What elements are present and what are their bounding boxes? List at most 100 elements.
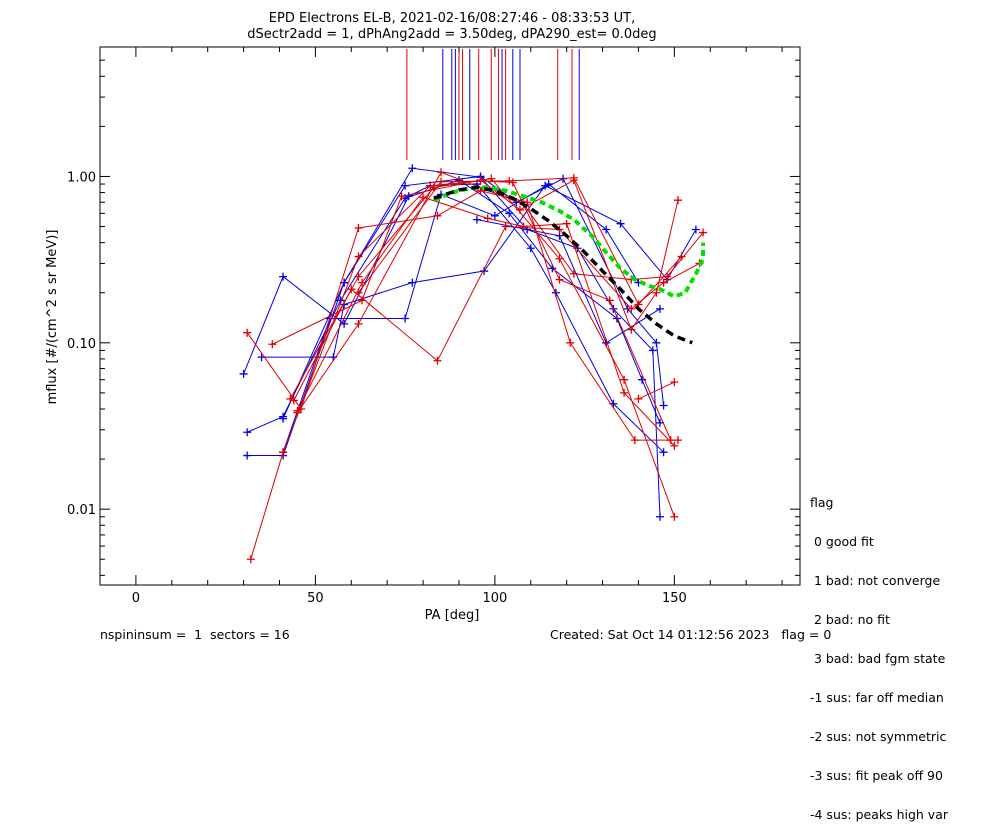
data-point-blue [616,219,625,228]
data-point-blue [526,244,535,253]
data-point-blue [279,272,288,281]
data-point-red [566,338,575,347]
data-point-blue [659,448,668,457]
y-tick-label: 0.01 [67,503,96,518]
data-point-blue [656,512,664,521]
data-point-red [397,192,406,201]
data-point-red [289,396,298,405]
data-point-red [699,228,708,237]
data-point-red [243,328,252,337]
x-tick-label: 50 [307,591,324,606]
data-point-red [354,223,363,232]
data-point-blue [279,414,288,423]
y-axis-label: mflux [#/(cm^2 s sr MeV)] [45,230,60,405]
data-point-red [354,252,363,261]
x-tick-label: 100 [482,591,507,606]
data-point-red [293,408,302,417]
data-point-red [630,436,639,445]
data-point-blue [659,401,668,410]
plot-frame [99,46,801,586]
data-point-red [437,168,446,177]
legend-line: 0 good fit [810,534,874,549]
data-point-red [670,378,679,387]
legend-line: -4 sus: peaks high var [810,807,949,822]
data-point-red [569,269,578,278]
data-point-red [433,356,442,365]
data-point-blue [239,369,248,378]
data-point-red [354,319,363,328]
data-point-red [562,219,571,228]
data-point-red [569,173,578,182]
data-point-red [426,181,435,190]
data-point-red [501,222,510,231]
x-tick-label: 150 [662,591,687,606]
footer-spin-info: nspininsum = 1 sectors = 16 [100,627,290,642]
data-point-red [279,448,288,457]
data-point-red [673,196,682,205]
series-line-red [293,226,700,401]
data-point-blue [401,314,410,323]
data-point-red [673,436,682,445]
data-point-red [620,388,629,397]
legend-line: flag [810,495,834,510]
data-point-blue [544,180,553,189]
series-line-blue [247,167,661,517]
data-point-red [354,272,363,281]
legend-line: -2 sus: not symmetric [810,729,947,744]
legend-line: -1 sus: far off median [810,690,944,705]
data-point-blue [408,164,417,173]
data-point-red [268,340,277,349]
data-point-blue [401,181,410,190]
data-point-blue [243,428,252,437]
data-point-red [433,211,442,220]
y-tick-label: 1.00 [67,170,96,185]
data-point-red [634,394,643,403]
data-point-red [670,441,679,450]
flag-legend: flag 0 good fit 1 bad: not converge 2 ba… [810,470,948,834]
data-point-red [437,177,446,186]
data-point-blue [652,338,661,347]
series-line-red [289,178,675,517]
data-point-blue [408,278,417,287]
data-point-red [286,394,295,403]
data-point-red [652,288,661,297]
fit-curve-black [433,185,693,345]
chart-canvas: EPD Electrons EL-B, 2021-02-16/08:27:46 … [45,11,801,623]
data-point-red [555,254,564,263]
series-line-blue [243,183,664,453]
data-point-red [620,375,629,384]
x-tick-label: 0 [132,591,140,606]
chart-title-line-2: dSectr2add = 1, dPhAng2add = 3.50deg, dP… [247,27,656,42]
data-point-blue [505,209,514,218]
data-point-blue [656,418,664,427]
legend-line: 2 bad: no fit [810,612,890,627]
data-point-blue [243,451,252,460]
data-point-red [666,436,675,445]
data-point-red [519,222,528,231]
fit-curve-green [433,185,706,299]
data-point-red [670,512,679,521]
data-point-red [476,186,485,195]
data-point-red [555,275,564,284]
data-point-red [663,272,672,281]
data-point-blue [656,304,664,313]
data-point-blue [691,225,700,234]
legend-line: 3 bad: bad fgm state [810,651,946,666]
data-point-red [605,296,614,305]
series-line-red [296,196,675,447]
series-line-red [638,381,675,400]
series-line-red [297,171,704,413]
data-point-blue [648,346,657,355]
x-axis-label: PA [deg] [425,608,480,623]
legend-line: -3 sus: fit peak off 90 [810,768,943,783]
data-point-blue [472,215,481,224]
data-point-red [627,325,636,334]
data-point-red [659,278,668,287]
data-point-red [358,278,367,287]
plot-area: 0 50 100 150 0.01 0.10 1.00 [67,46,801,606]
y-tick-label: 0.10 [67,337,96,352]
chart-title-line-1: EPD Electrons EL-B, 2021-02-16/08:27:46 … [269,11,635,26]
data-point-blue [490,211,499,220]
data-point-blue [602,225,611,234]
data-point-red [677,252,686,261]
